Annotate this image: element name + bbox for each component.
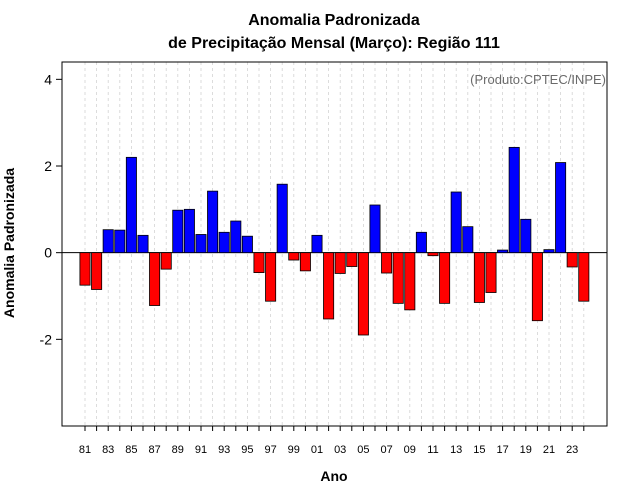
bar-20	[531, 252, 543, 322]
plot-frame	[61, 61, 608, 427]
bar-11	[427, 252, 439, 257]
bar-87	[149, 252, 161, 306]
bar-16	[485, 252, 497, 293]
xtick-label-87: 87	[148, 444, 160, 456]
xtick-label-13: 13	[450, 444, 462, 456]
bar-82	[91, 252, 103, 290]
bars	[79, 146, 590, 336]
xtick-label-95: 95	[241, 444, 253, 456]
ytick-label-0: 0	[44, 245, 52, 261]
bar-23	[566, 252, 578, 268]
xtick-label-97: 97	[264, 444, 276, 456]
xtick-label-91: 91	[195, 444, 207, 456]
bar-24	[578, 252, 590, 302]
bar-01	[311, 234, 323, 254]
bar-89	[172, 209, 184, 254]
xtick-label-83: 83	[102, 444, 114, 456]
bar-81	[79, 252, 91, 286]
bar-18	[508, 146, 520, 254]
bar-10	[415, 231, 427, 254]
bar-90	[183, 208, 195, 254]
chart-title-line1: Anomalia Padronizada	[248, 12, 420, 29]
bar-94	[230, 220, 242, 254]
xtick-label-85: 85	[125, 444, 137, 456]
y-axis: -2 0 2 4	[40, 71, 62, 347]
bar-86	[137, 234, 149, 254]
bar-85	[125, 156, 137, 254]
bar-92	[207, 190, 219, 254]
ytick-label-2: 2	[44, 158, 52, 174]
xtick-label-15: 15	[473, 444, 485, 456]
bar-96	[253, 252, 265, 274]
xtick-label-93: 93	[218, 444, 230, 456]
bar-21	[543, 249, 555, 254]
bar-98	[276, 183, 288, 254]
xtick-label-21: 21	[543, 444, 555, 456]
x-axis: 81 83 85 87 89 91 93 95 97 99 01 03 05 07 09 11 13 15 17 19…	[79, 426, 585, 456]
xtick-label-05: 05	[357, 444, 369, 456]
xtick-label-99: 99	[288, 444, 300, 456]
bar-22	[555, 162, 567, 254]
bar-95	[241, 235, 253, 254]
bar-83	[102, 229, 114, 254]
bar-84	[114, 229, 126, 254]
bar-17	[497, 249, 509, 254]
ytick-label-4: 4	[44, 71, 52, 87]
source-note: (Produto:CPTEC/INPE)	[470, 72, 606, 87]
bar-05	[357, 252, 369, 336]
xtick-label-81: 81	[79, 444, 91, 456]
xtick-label-19: 19	[520, 444, 532, 456]
bar-97	[265, 252, 277, 302]
xtick-label-03: 03	[334, 444, 346, 456]
ytick-label--2: -2	[40, 331, 53, 347]
bar-14	[462, 226, 474, 254]
xtick-label-01: 01	[311, 444, 323, 456]
y-axis-label: Anomalia Padronizada	[1, 168, 17, 318]
xtick-label-89: 89	[172, 444, 184, 456]
bar-03	[334, 252, 346, 274]
bar-19	[520, 218, 532, 254]
bar-12	[439, 252, 451, 304]
xtick-label-11: 11	[427, 444, 438, 456]
bar-06	[369, 204, 381, 254]
bar-15	[473, 252, 485, 303]
bar-00	[299, 252, 311, 272]
bar-88	[160, 252, 172, 270]
x-axis-label: Ano	[320, 468, 347, 484]
xtick-label-07: 07	[380, 444, 392, 456]
bar-02	[323, 252, 335, 320]
bar-13	[450, 191, 462, 254]
xtick-label-23: 23	[566, 444, 578, 456]
bar-91	[195, 234, 207, 254]
bar-99	[288, 252, 300, 261]
bar-09	[404, 252, 416, 311]
bar-08	[392, 252, 404, 304]
bar-04	[346, 252, 358, 267]
xtick-label-09: 09	[404, 444, 416, 456]
bar-93	[218, 231, 230, 254]
chart-title-line2: de Precipitação Mensal (Março): Região 1…	[168, 35, 500, 52]
xtick-label-17: 17	[496, 444, 508, 456]
bar-07	[381, 252, 393, 274]
